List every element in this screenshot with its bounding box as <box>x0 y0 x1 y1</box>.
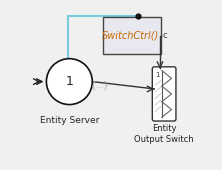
Text: 1: 1 <box>65 75 73 88</box>
Text: SwitchCtrl(): SwitchCtrl() <box>102 31 159 41</box>
Text: Entity
Output Switch: Entity Output Switch <box>134 124 194 143</box>
FancyBboxPatch shape <box>152 67 176 121</box>
Text: 1: 1 <box>155 72 160 78</box>
Text: {...}: {...} <box>91 80 109 89</box>
Text: Entity Server: Entity Server <box>40 116 99 125</box>
Text: c: c <box>162 31 167 40</box>
FancyBboxPatch shape <box>103 17 161 54</box>
Circle shape <box>46 59 92 105</box>
